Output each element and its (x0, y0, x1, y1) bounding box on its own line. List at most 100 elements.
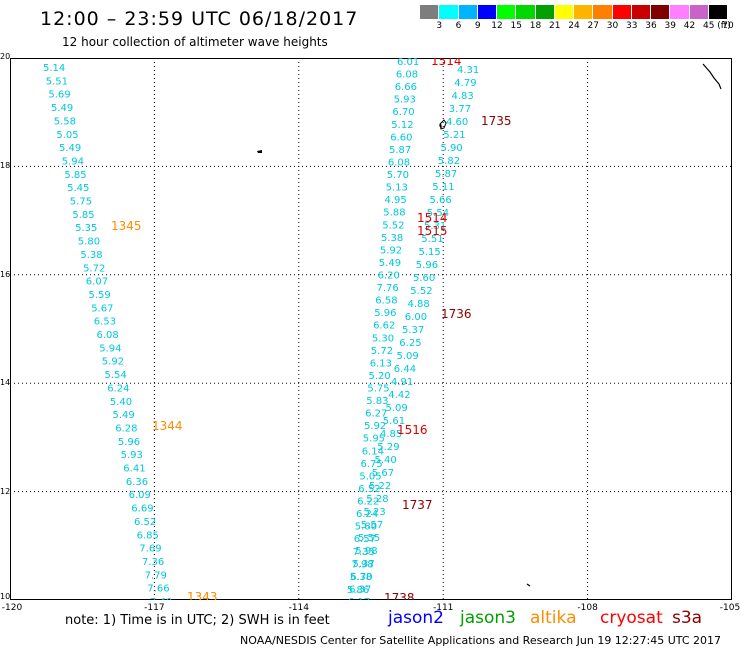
longitude-tick-label: -105 (719, 603, 740, 613)
wave-height-value: 6.52 (358, 484, 380, 495)
wave-height-value: 5.49 (113, 410, 135, 421)
color-scale-label: 33 (626, 21, 638, 31)
wave-height-value: 5.95 (363, 434, 385, 445)
wave-height-value: 5.60 (413, 273, 435, 284)
wave-height-value: 5.92 (102, 357, 124, 368)
wave-height-value: 5.30 (372, 333, 394, 344)
map-subtitle: 12 hour collection of altimeter wave hei… (62, 35, 328, 49)
wave-height-value: 5.82 (438, 156, 460, 167)
color-scale-labels: 3 6 9 12 15 18 21 24 27 30 33 36 39 42 45 70 (ft) (420, 21, 733, 33)
color-scale-label: 70 (722, 21, 734, 31)
wave-height-value: 5.13 (386, 183, 408, 194)
wave-height-value: 5.52 (382, 220, 404, 231)
pass-time-label: 1738 (384, 591, 415, 600)
pass-time-label: 1735 (481, 114, 512, 128)
wave-height-value: 5.49 (51, 103, 73, 114)
wave-height-value: 5.61 (383, 416, 405, 427)
wave-height-value: 5.29 (377, 442, 399, 453)
wave-height-value: 6.08 (396, 70, 418, 81)
wave-height-value: 6.52 (134, 517, 156, 528)
wave-height-value: 7.40 (150, 597, 172, 600)
wave-height-value: 7.79 (145, 570, 167, 581)
latitude-tick-label: 12 (0, 486, 11, 496)
pass-time-label: 1736 (441, 307, 472, 321)
color-scale-label: 24 (568, 21, 580, 31)
wave-height-value: 5.38 (381, 233, 403, 244)
wave-height-value: 5.90 (441, 143, 463, 154)
color-swatch (458, 5, 478, 19)
wave-height-value: 5.05 (56, 130, 78, 141)
wave-height-value: 7.66 (147, 584, 169, 595)
color-scale-label: 27 (587, 21, 599, 31)
wave-height-value: 5.69 (48, 90, 70, 101)
coastline-ne (702, 63, 722, 90)
wave-height-value: 5.80 (355, 522, 377, 533)
coastline (257, 63, 722, 587)
color-scale-label: (ft) (717, 21, 731, 31)
wave-height-value: 4.60 (446, 117, 468, 128)
wave-height-tracks: 5.14 5.51 5.69 5.49 5.58 5.05 5.49 5.94 5.85 5.45… (43, 58, 479, 600)
wave-height-value: 5.23 (364, 507, 386, 518)
wave-height-value: 6.44 (394, 364, 416, 375)
pass-time-label: 1737 (402, 498, 433, 512)
color-swatch (631, 5, 651, 19)
wave-height-value: 4.79 (454, 78, 476, 89)
wave-height-value: 5.94 (62, 156, 84, 167)
wave-height-value: 6.41 (123, 464, 145, 475)
wave-height-value: 5.75 (70, 197, 92, 208)
wave-height-value: 5.96 (416, 260, 438, 271)
island-3 (439, 119, 447, 130)
color-swatch (554, 5, 574, 19)
longitude-tick-label: -120 (1, 603, 23, 613)
legend-item-jason2: jason2 (388, 608, 444, 628)
wave-height-value: 6.57 (354, 534, 376, 545)
wave-height-value: 5.85 (64, 170, 86, 181)
color-swatch (574, 5, 594, 19)
wave-height-value: 5.40 (375, 455, 397, 466)
latitude-tick-label: 16 (0, 269, 11, 279)
wave-height-value: 6.70 (392, 107, 414, 118)
wave-height-value: 4.91 (391, 377, 413, 388)
latitude-tick-label: 10 (0, 592, 11, 601)
wave-height-value: 6.27 (365, 409, 387, 420)
color-swatch (516, 5, 536, 19)
wave-height-value: 5.38 (350, 572, 372, 583)
longitude-tick-label: -108 (577, 603, 598, 613)
wave-height-value: 6.66 (395, 82, 417, 93)
color-scale-label: 6 (455, 21, 462, 31)
wave-height-value: 7.76 (377, 283, 399, 294)
color-scale-label: 3 (436, 21, 443, 31)
map-title: 12:00 – 23:59 UTC 06/18/2017 (40, 8, 359, 30)
wave-height-value: 4.88 (408, 299, 430, 310)
wave-height-value: 5.11 (432, 182, 454, 193)
wave-height-value: 5.14 (43, 63, 65, 74)
color-scale-label: 42 (683, 21, 696, 31)
wave-height-value: 5.72 (371, 346, 393, 357)
pass-time-label: 1343 (187, 590, 218, 600)
note-text: note: 1) Time is in UTC; 2) SWH is in fe… (65, 613, 330, 628)
wave-height-value: 6.60 (390, 132, 412, 143)
wave-height-value: 5.96 (374, 308, 396, 319)
wave-height-value: 5.93 (121, 450, 143, 461)
wave-height-value: 6.22 (357, 497, 379, 508)
color-scale-label: 18 (529, 21, 542, 31)
pass-time-label: 1514 (417, 211, 448, 225)
legend-item-s3a: s3a (672, 608, 703, 628)
wave-height-value: 4.42 (388, 390, 410, 401)
color-swatch (497, 5, 517, 19)
pass-time-label: 1515 (417, 224, 448, 238)
wave-height-value: 5.45 (67, 183, 89, 194)
wave-height-value: 6.01 (397, 58, 419, 68)
color-scale-label: 45 (703, 21, 715, 31)
wave-height-value: 5.49 (59, 143, 81, 154)
legend-item-jason3: jason3 (460, 608, 516, 628)
legend-item-altika: altika (530, 608, 577, 628)
wave-height-value: 5.70 (387, 170, 409, 181)
color-swatch (612, 5, 632, 19)
wave-height-value: 5.22 (369, 481, 391, 492)
wave-height-value: 5.92 (380, 245, 402, 256)
wave-height-value: 5.37 (353, 559, 375, 570)
wave-height-value: 5.72 (83, 263, 105, 274)
wave-height-value: 6.58 (375, 296, 397, 307)
